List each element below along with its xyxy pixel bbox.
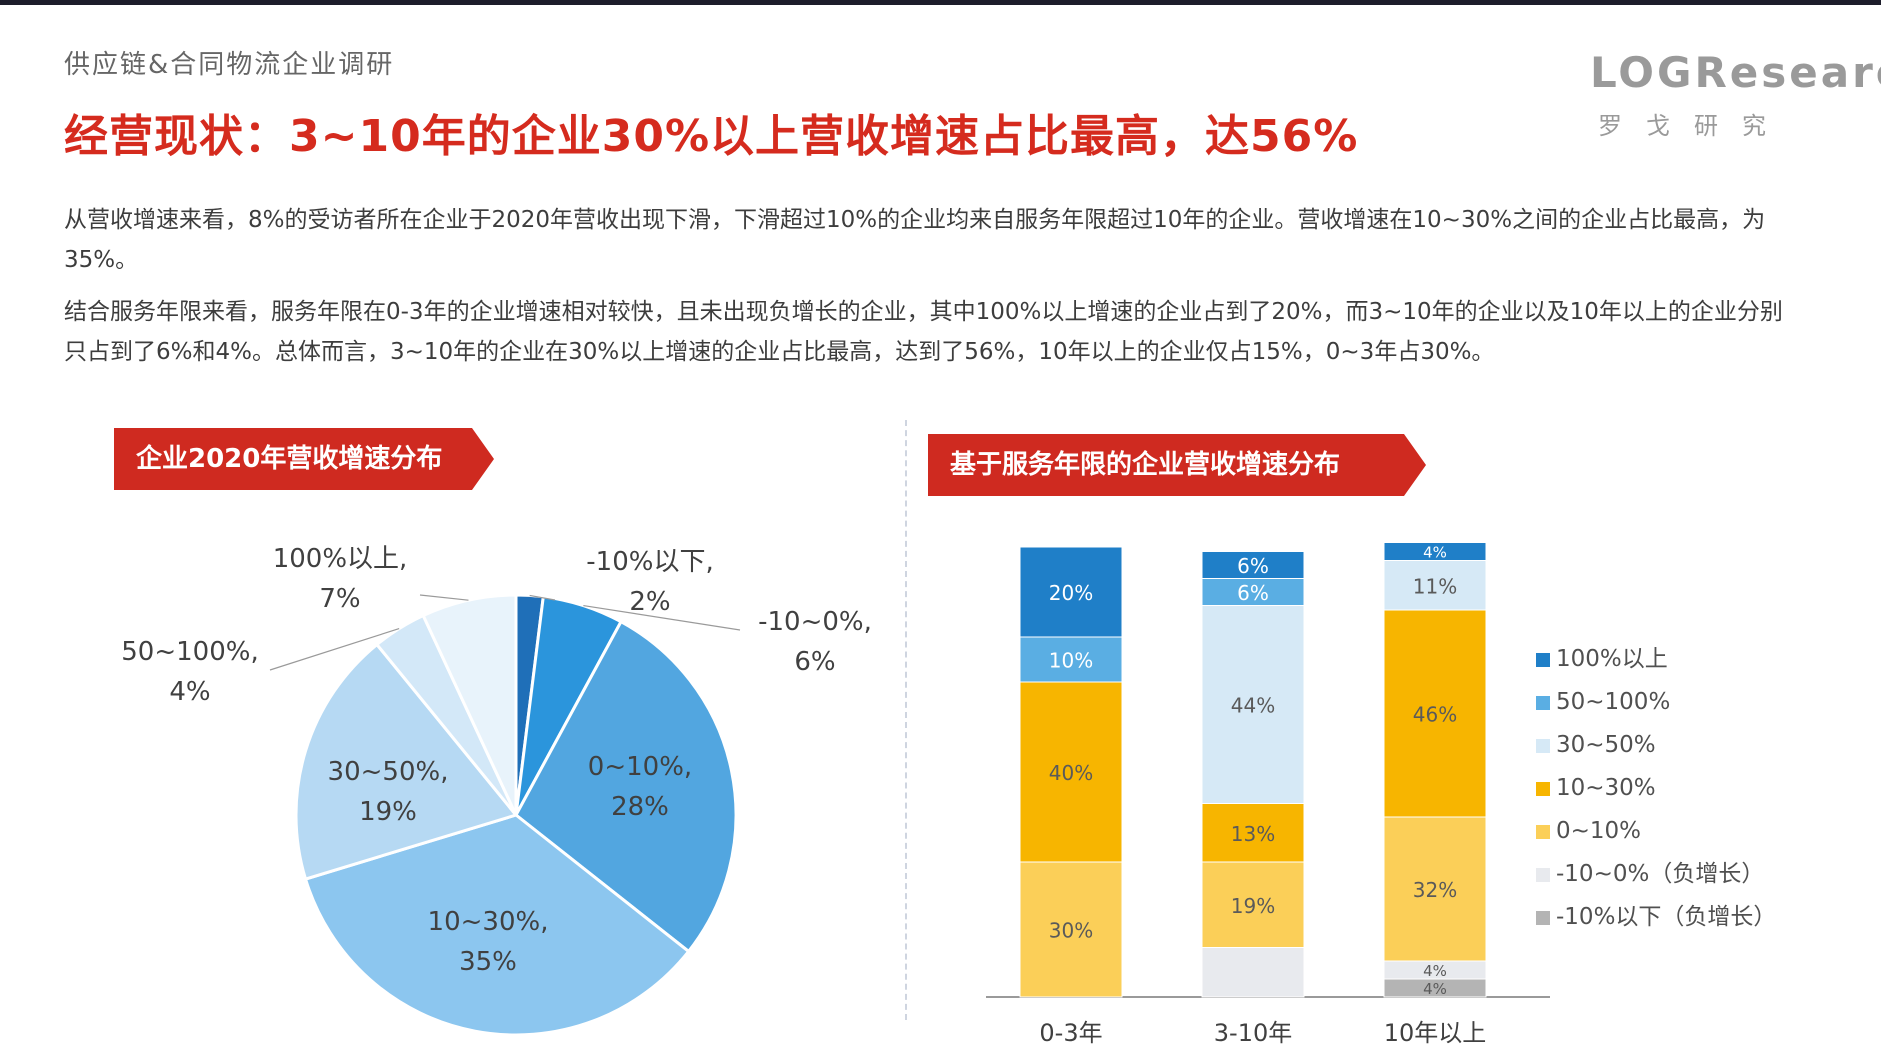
legend-label-1: 50~100% (1556, 689, 1670, 715)
bar-segment-1-5 (1201, 578, 1305, 606)
x-tick-label-2: 10年以上 (1384, 1019, 1487, 1047)
pie-leader-line-5 (269, 628, 400, 671)
pie-slice-3 (303, 813, 691, 1037)
bar-label-2-3: 46% (1413, 703, 1457, 727)
legend-label-4: 0~10% (1556, 818, 1641, 844)
pie-label-3: 10~30%, 35% (428, 907, 549, 977)
bar-segment-1-4 (1201, 605, 1305, 804)
stacked-bar-chart: 30%40%10%20%0-3年19%13%44%6%6%3-10年4%4%32… (986, 542, 1776, 1047)
pie-label-5: 50~100%, 4% (121, 637, 258, 707)
bar-segment-1-3 (1201, 803, 1305, 863)
pie-label-1: -10~0%, 6% (758, 607, 872, 677)
report-supertitle: 供应链&合同物流企业调研 (64, 50, 395, 80)
bar-segment-1-2 (1201, 861, 1305, 948)
top-border (0, 0, 1881, 5)
legend-label-2: 30~50% (1556, 732, 1656, 758)
legend-swatch-5 (1536, 868, 1550, 882)
pie-leader-line-0 (529, 594, 556, 601)
bar-segment-1-6 (1201, 551, 1305, 579)
legend-label-3: 10~30% (1556, 775, 1656, 801)
legend-swatch-6 (1536, 911, 1550, 925)
bar-label-2-6: 4% (1423, 544, 1447, 562)
pie-label-0: -10%以下, 2% (586, 547, 713, 617)
x-tick-label-0: 0-3年 (1039, 1019, 1102, 1047)
pie-leader-line-1 (583, 604, 741, 631)
logo-wordmark: LOGResearch (1590, 48, 1881, 97)
bar-label-1-3: 13% (1231, 822, 1275, 846)
bar-segment-2-3 (1383, 609, 1487, 818)
bar-label-0-5: 10% (1049, 649, 1093, 673)
bar-label-1-2: 19% (1231, 894, 1275, 918)
bar-label-1-4: 44% (1231, 694, 1275, 718)
page-title: 经营现状：3~10年的企业30%以上营收增速占比最高，达56% (64, 111, 1359, 162)
pie-label-2: 0~10%, 28% (588, 752, 692, 822)
legend-swatch-4 (1536, 825, 1550, 839)
legend-swatch-3 (1536, 782, 1550, 796)
bar-segment-0-2 (1019, 861, 1123, 998)
pie-chart: -10%以下, 2% -10~0%, 6% 0~10%, 28% 10~30%, 35% 30~… (121, 544, 872, 1037)
bar-label-1-5: 6% (1237, 581, 1269, 605)
bar-segment-2-6 (1383, 542, 1487, 561)
bar-segment-2-2 (1383, 816, 1487, 962)
pie-label-4: 30~50%, 19% (328, 757, 449, 827)
bar-label-0-2: 30% (1049, 919, 1093, 943)
bar-label-2-4: 11% (1413, 574, 1457, 598)
bar-segment-0-6 (1019, 546, 1123, 638)
bar-label-1-6: 6% (1237, 554, 1269, 578)
pie-label-6: 100%以上, 7% (273, 544, 408, 614)
bar-segment-2-4 (1383, 560, 1487, 611)
legend-swatch-2 (1536, 739, 1550, 753)
pie-slice-2 (514, 619, 738, 954)
pie-chart-title: 企业2020年营收增速分布 (114, 428, 494, 490)
bar-label-0-3: 40% (1049, 761, 1093, 785)
bar-segment-0-5 (1019, 636, 1123, 683)
bar-segment-1-1 (1201, 947, 1305, 998)
bar-chart-title: 基于服务年限的企业营收增速分布 (928, 434, 1426, 496)
summary-paragraph-2: 结合服务年限来看，服务年限在0-3年的企业增速相对较快，且未出现负增长的企业，其… (64, 299, 1783, 365)
summary-paragraph-1: 从营收增速来看，8%的受访者所在企业于2020年营收出现下滑，下滑超过10%的企… (64, 207, 1766, 273)
x-tick-label-1: 3-10年 (1214, 1019, 1292, 1047)
bar-label-2-2: 32% (1413, 878, 1457, 902)
bar-label-0-6: 20% (1049, 581, 1093, 605)
legend-label-5: -10~0%（负增长） (1556, 861, 1764, 887)
pie-leader-line-6 (419, 594, 469, 601)
logo: LOGResearch 罗戈研究 (1590, 48, 1881, 140)
bar-segment-0-3 (1019, 681, 1123, 863)
bar-label-2-0: 4% (1423, 980, 1447, 998)
section-divider (905, 420, 907, 1020)
pie-slice-4 (294, 642, 519, 881)
legend-label-0: 100%以上 (1556, 646, 1668, 672)
legend-swatch-0 (1536, 653, 1550, 667)
bar-label-2-1: 4% (1423, 962, 1447, 980)
legend-swatch-1 (1536, 696, 1550, 710)
logo-subtitle: 罗戈研究 (1598, 112, 1790, 140)
legend-label-6: -10%以下（负增长） (1556, 904, 1776, 930)
